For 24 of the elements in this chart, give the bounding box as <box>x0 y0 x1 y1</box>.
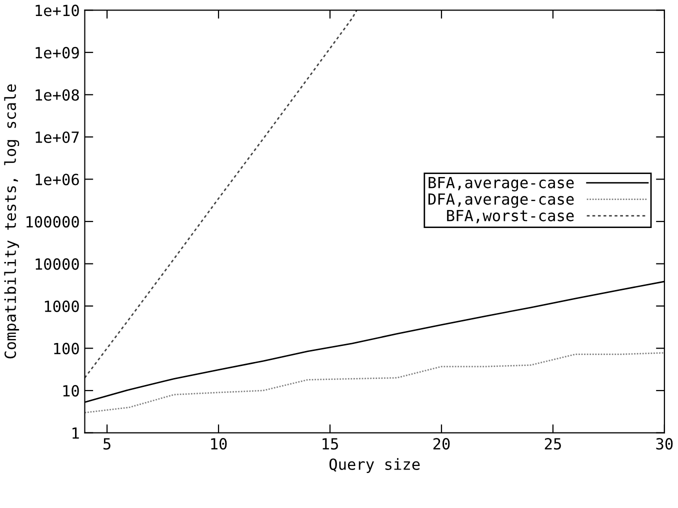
legend-label: BFA,average-case <box>428 176 574 192</box>
x-tick-label: 20 <box>433 438 450 450</box>
y-tick-label: 1 <box>72 428 79 439</box>
y-tick-label: 1e+10 <box>36 4 79 16</box>
x-tick-label: 15 <box>322 438 338 450</box>
y-tick-label: 100000 <box>26 216 79 228</box>
x-tick-label: 25 <box>544 438 561 450</box>
y-tick-label: 1e+09 <box>36 46 79 58</box>
y-axis-title: Compatibility tests, log scale <box>4 84 20 358</box>
line-series <box>84 352 664 414</box>
y-tick-label: 1e+08 <box>36 89 79 101</box>
line-series <box>84 10 358 379</box>
y-tick-label: 10000 <box>36 258 79 270</box>
y-tick-label: 10 <box>63 385 79 397</box>
y-tick-label: 1e+06 <box>36 174 79 186</box>
x-tick-label: 30 <box>656 438 673 450</box>
y-tick-label: 1e+07 <box>36 131 79 144</box>
legend-label: DFA,average-case <box>428 193 574 208</box>
legend-label: BFA,worst-case <box>447 210 574 224</box>
y-tick-label: 100 <box>54 342 79 354</box>
x-tick-label: 10 <box>211 438 227 450</box>
x-tick-label: 5 <box>104 438 110 450</box>
x-axis-title: Query size <box>329 458 420 473</box>
y-tick-label: 1000 <box>44 300 79 312</box>
